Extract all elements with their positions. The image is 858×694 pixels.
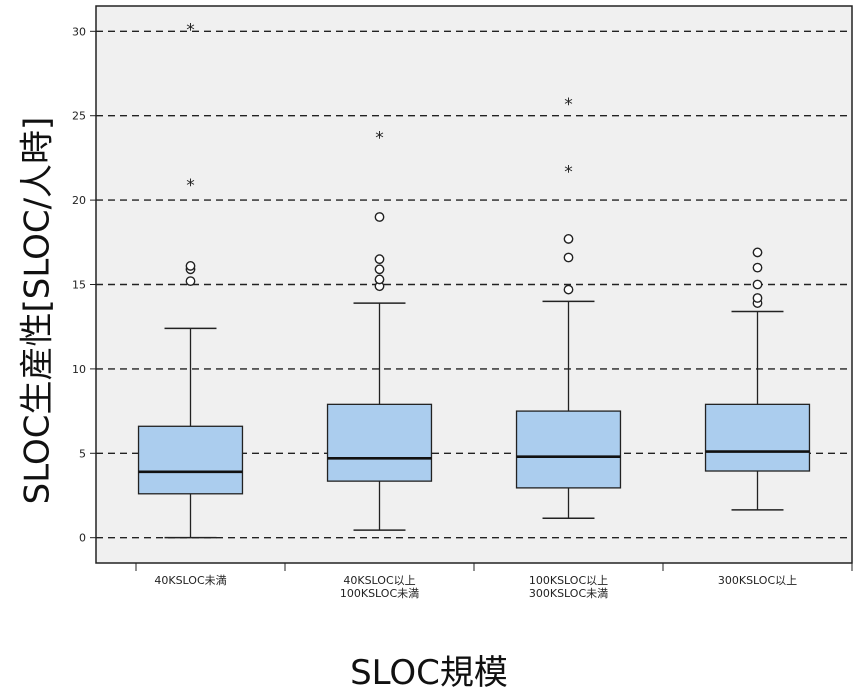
y-tick-label: 20 xyxy=(72,194,86,207)
box-group: ** xyxy=(137,21,244,539)
box-iqr xyxy=(326,403,433,482)
outlier-point xyxy=(374,264,385,275)
outlier-point xyxy=(563,234,574,244)
outlier-point xyxy=(752,279,763,290)
plot-area: 0 5 10 15 20 25 30 40KSLOC未満 40KSLOC以上100KSLOC未満… xyxy=(72,5,853,600)
box-group: * xyxy=(326,129,433,531)
extreme-point: * xyxy=(564,162,573,182)
box-iqr xyxy=(515,410,622,489)
outlier-point xyxy=(185,276,196,287)
x-tick-label: 40KSLOC以上 xyxy=(343,574,415,587)
x-tick-label: 300KSLOC以上 xyxy=(718,574,797,587)
y-tick-label: 10 xyxy=(72,363,86,376)
outlier-point xyxy=(752,293,763,303)
box-group: ** xyxy=(515,95,622,520)
outlier-point xyxy=(752,247,763,258)
y-tick-label: 5 xyxy=(79,447,86,460)
extreme-point: * xyxy=(186,21,195,41)
x-axis-label: SLOC規模 xyxy=(350,653,508,693)
outlier-point xyxy=(185,261,196,271)
outlier-point xyxy=(374,212,385,222)
extreme-point: * xyxy=(375,129,384,149)
outlier-point xyxy=(752,262,763,273)
box-iqr xyxy=(137,425,244,495)
box-group xyxy=(704,247,811,511)
y-tick-label: 0 xyxy=(79,532,86,545)
outlier-point xyxy=(374,254,385,265)
extreme-point: * xyxy=(564,95,573,115)
y-tick-label: 25 xyxy=(72,110,86,123)
outlier-point xyxy=(563,252,574,263)
x-tick-label: 100KSLOC以上 xyxy=(529,574,608,587)
x-tick-label: 40KSLOC未満 xyxy=(154,574,226,587)
box-iqr xyxy=(704,403,811,472)
extreme-point: * xyxy=(186,176,195,196)
y-tick-label: 30 xyxy=(72,25,86,38)
x-tick-label: 100KSLOC未満 xyxy=(340,587,419,600)
y-tick-label: 15 xyxy=(72,279,86,292)
x-tick-label: 300KSLOC未満 xyxy=(529,587,608,600)
outlier-point xyxy=(563,284,574,295)
outlier-point xyxy=(374,274,385,285)
